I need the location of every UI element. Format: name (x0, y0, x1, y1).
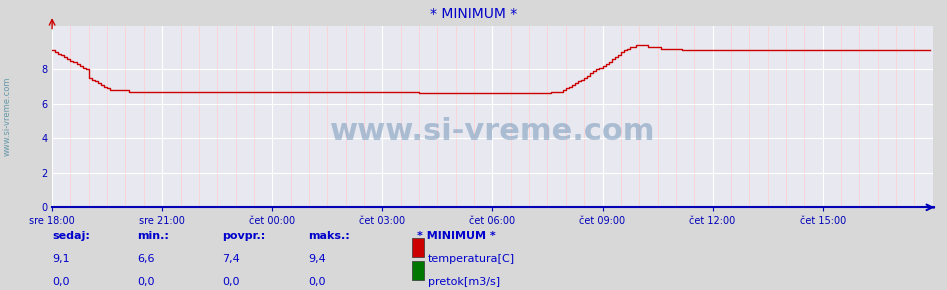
Text: * MINIMUM *: * MINIMUM * (430, 7, 517, 21)
Text: * MINIMUM *: * MINIMUM * (417, 231, 495, 240)
Text: 9,4: 9,4 (308, 254, 326, 264)
Text: 0,0: 0,0 (308, 277, 325, 287)
Text: sedaj:: sedaj: (52, 231, 90, 240)
Text: min.:: min.: (137, 231, 170, 240)
Text: 0,0: 0,0 (52, 277, 69, 287)
Text: 0,0: 0,0 (223, 277, 240, 287)
Text: 9,1: 9,1 (52, 254, 70, 264)
Text: pretok[m3/s]: pretok[m3/s] (428, 277, 500, 287)
Text: www.si-vreme.com: www.si-vreme.com (3, 76, 12, 156)
Text: 7,4: 7,4 (223, 254, 241, 264)
Text: 0,0: 0,0 (137, 277, 154, 287)
Text: 6,6: 6,6 (137, 254, 154, 264)
Text: temperatura[C]: temperatura[C] (428, 254, 515, 264)
Text: maks.:: maks.: (308, 231, 349, 240)
Text: www.si-vreme.com: www.si-vreme.com (330, 117, 655, 146)
Text: povpr.:: povpr.: (223, 231, 266, 240)
